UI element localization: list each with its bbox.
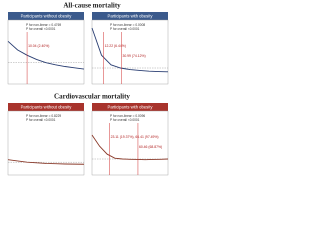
p-nonlinear: P for non-linear = 0.4769 bbox=[26, 23, 61, 27]
curve bbox=[7, 40, 85, 70]
group-title: Cardiovascular mortality bbox=[54, 93, 130, 101]
panel-header bbox=[8, 12, 84, 20]
panel-header bbox=[92, 12, 168, 20]
panel-title: Participants with obesity bbox=[108, 104, 154, 109]
cutoff-label: 30.99 (74.12%) bbox=[122, 54, 145, 58]
panel-title: Participants without obesity bbox=[21, 104, 73, 109]
curve bbox=[7, 159, 85, 165]
cutoff-label: 23.11 (19.37%), 66.41 (97.49%) bbox=[111, 135, 159, 139]
curve bbox=[91, 27, 169, 73]
p-overall: P for overall <0.0001 bbox=[110, 118, 140, 122]
group-title: All-cause mortality bbox=[63, 2, 121, 10]
cutoff-label: 10.04 (2.40%) bbox=[28, 44, 49, 48]
panel-title: Participants with obesity bbox=[108, 13, 154, 18]
p-overall: P for overall <0.0001 bbox=[26, 118, 56, 122]
p-overall: P for overall <0.0001 bbox=[110, 27, 140, 31]
panel-header bbox=[8, 103, 84, 111]
figure: All-cause mortality Cardiovascular morta… bbox=[7, 2, 169, 176]
panel-header bbox=[92, 103, 168, 111]
panel-title: Participants without obesity bbox=[21, 13, 73, 18]
p-nonlinear: P for non-linear = 0.0008 bbox=[110, 23, 145, 27]
plot-area bbox=[91, 110, 169, 176]
plot-area bbox=[91, 19, 169, 85]
cutoff-label: 12.22 (6.44%) bbox=[105, 44, 126, 48]
p-nonlinear: P for non-linear = 0.0096 bbox=[110, 114, 145, 118]
cutoff-label: 60.46 (68.87%) bbox=[139, 145, 162, 149]
p-nonlinear: P for non-linear = 0.8229 bbox=[26, 114, 61, 118]
curve bbox=[91, 134, 169, 161]
p-overall: P for overall <0.0001 bbox=[26, 27, 56, 31]
